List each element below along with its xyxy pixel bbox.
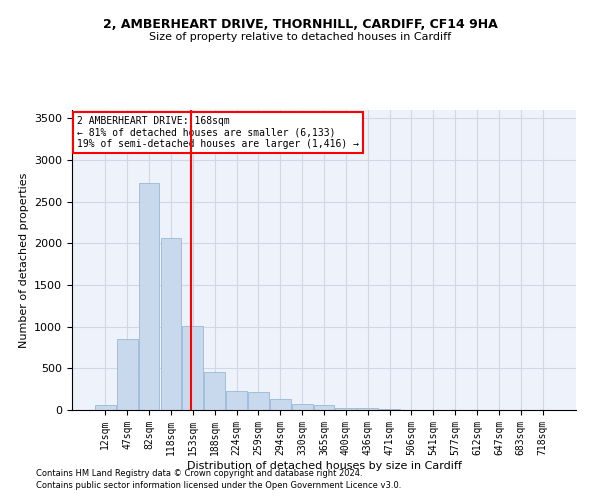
Bar bbox=[95, 406, 116, 410]
Bar bbox=[161, 238, 181, 410]
Bar bbox=[379, 409, 400, 410]
Bar bbox=[292, 404, 313, 410]
Text: Contains public sector information licensed under the Open Government Licence v3: Contains public sector information licen… bbox=[36, 481, 401, 490]
Bar bbox=[335, 408, 356, 410]
Text: Size of property relative to detached houses in Cardiff: Size of property relative to detached ho… bbox=[149, 32, 451, 42]
Bar bbox=[358, 408, 378, 410]
Bar bbox=[314, 406, 334, 410]
Bar bbox=[226, 391, 247, 410]
Text: 2 AMBERHEART DRIVE: 168sqm
← 81% of detached houses are smaller (6,133)
19% of s: 2 AMBERHEART DRIVE: 168sqm ← 81% of deta… bbox=[77, 116, 359, 149]
Text: 2, AMBERHEART DRIVE, THORNHILL, CARDIFF, CF14 9HA: 2, AMBERHEART DRIVE, THORNHILL, CARDIFF,… bbox=[103, 18, 497, 30]
Bar bbox=[248, 392, 269, 410]
Text: Contains HM Land Registry data © Crown copyright and database right 2024.: Contains HM Land Registry data © Crown c… bbox=[36, 468, 362, 477]
Y-axis label: Number of detached properties: Number of detached properties bbox=[19, 172, 29, 348]
Bar bbox=[204, 372, 225, 410]
Bar bbox=[117, 339, 137, 410]
Bar bbox=[182, 326, 203, 410]
Bar bbox=[270, 399, 290, 410]
Bar bbox=[139, 184, 160, 410]
X-axis label: Distribution of detached houses by size in Cardiff: Distribution of detached houses by size … bbox=[187, 460, 461, 470]
